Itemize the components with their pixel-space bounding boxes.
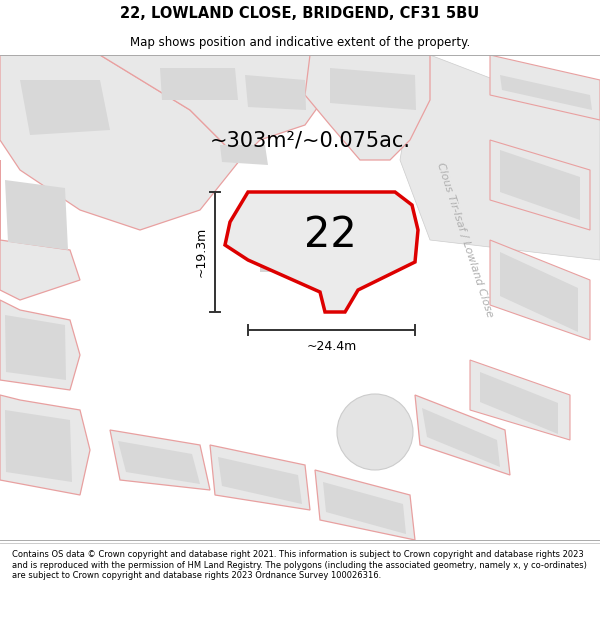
Polygon shape — [160, 68, 238, 100]
Polygon shape — [500, 252, 578, 332]
Polygon shape — [315, 470, 415, 540]
Polygon shape — [118, 441, 200, 484]
Polygon shape — [400, 55, 600, 260]
Polygon shape — [110, 430, 210, 490]
Text: ~303m²/~0.075ac.: ~303m²/~0.075ac. — [209, 130, 410, 150]
Text: Clous Tir-Isaf / Lowland Close: Clous Tir-Isaf / Lowland Close — [435, 161, 495, 319]
Text: Map shows position and indicative extent of the property.: Map shows position and indicative extent… — [130, 36, 470, 49]
Polygon shape — [305, 55, 430, 160]
Polygon shape — [220, 145, 268, 165]
Polygon shape — [490, 240, 590, 340]
Text: ~19.3m: ~19.3m — [194, 227, 208, 277]
Polygon shape — [0, 300, 80, 390]
Polygon shape — [100, 55, 330, 160]
Text: Contains OS data © Crown copyright and database right 2021. This information is : Contains OS data © Crown copyright and d… — [12, 550, 587, 580]
Polygon shape — [500, 150, 580, 220]
Polygon shape — [260, 202, 392, 272]
Polygon shape — [5, 180, 68, 250]
Text: 22: 22 — [304, 214, 356, 256]
Polygon shape — [422, 408, 500, 467]
Polygon shape — [210, 445, 310, 510]
Text: ~24.4m: ~24.4m — [307, 339, 356, 352]
Polygon shape — [0, 160, 80, 300]
Polygon shape — [225, 192, 418, 312]
Polygon shape — [490, 140, 590, 230]
Polygon shape — [490, 55, 600, 120]
Text: 22, LOWLAND CLOSE, BRIDGEND, CF31 5BU: 22, LOWLAND CLOSE, BRIDGEND, CF31 5BU — [121, 6, 479, 21]
Polygon shape — [415, 395, 510, 475]
Polygon shape — [5, 315, 66, 380]
Polygon shape — [0, 395, 90, 495]
Polygon shape — [0, 55, 240, 230]
Polygon shape — [330, 68, 416, 110]
Polygon shape — [323, 482, 406, 534]
Circle shape — [337, 394, 413, 470]
Polygon shape — [500, 75, 592, 110]
Polygon shape — [5, 410, 72, 482]
Polygon shape — [470, 360, 570, 440]
Polygon shape — [245, 75, 306, 110]
Polygon shape — [218, 457, 302, 504]
Polygon shape — [480, 372, 558, 434]
Polygon shape — [20, 80, 110, 135]
